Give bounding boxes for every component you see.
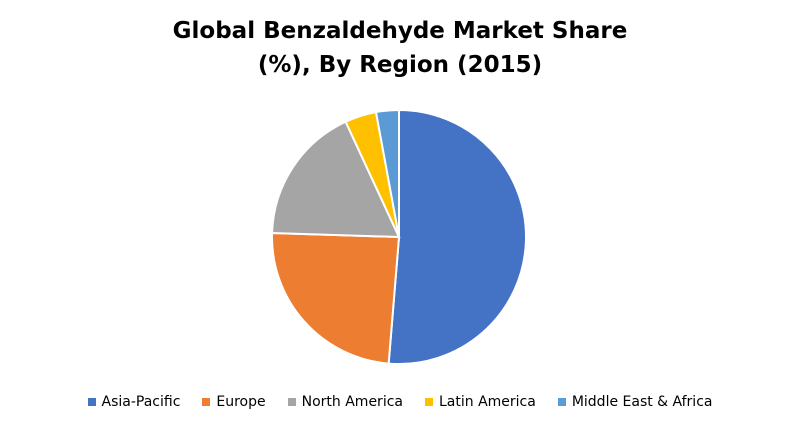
chart-title: Global Benzaldehyde Market Share (%), By…: [172, 18, 628, 78]
legend-swatch: [287, 398, 296, 406]
legend-label: Latin America: [438, 394, 536, 410]
legend-swatch: [87, 398, 96, 406]
legend-swatch: [557, 398, 566, 406]
legend-item: North America: [287, 394, 403, 410]
legend-label: North America: [301, 394, 403, 410]
legend-item: Latin America: [424, 394, 536, 410]
legend-label: Europe: [216, 394, 266, 410]
legend: Asia-Pacific Europe North America Latin Ame…: [0, 394, 800, 410]
pie-slice: [387, 108, 527, 365]
legend-swatch: [202, 398, 211, 406]
legend-label: Asia-Pacific: [101, 394, 181, 410]
legend-swatch: [424, 398, 433, 406]
legend-item: Middle East & Africa: [557, 394, 713, 410]
pie-slice: [271, 231, 401, 365]
pie-slice: [271, 120, 401, 239]
legend-item: Europe: [202, 394, 266, 410]
pie-slice: [374, 108, 400, 238]
chart: [271, 108, 527, 365]
legend-label: Middle East & Africa: [571, 394, 713, 410]
legend-item: Asia-Pacific: [87, 394, 181, 410]
